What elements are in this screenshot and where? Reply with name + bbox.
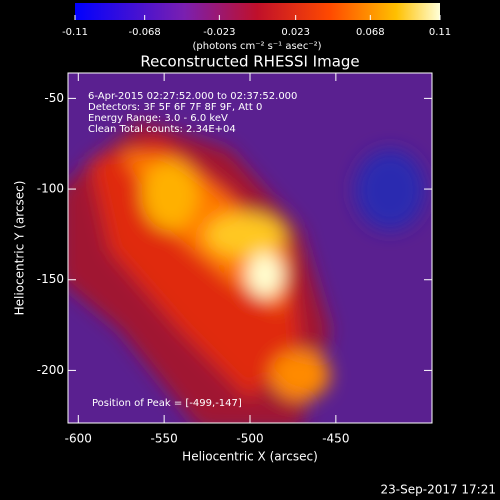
x-tick-label: -600 (65, 432, 92, 446)
y-tick-label: -100 (37, 182, 64, 196)
chart-title: Reconstructed RHESSI Image (140, 53, 359, 71)
x-tick-label: -450 (322, 432, 349, 446)
x-tick-label: -550 (151, 432, 178, 446)
colorbar-tick-label: -0.068 (129, 27, 161, 38)
y-tick-label: -200 (37, 363, 64, 377)
annotation: Clean Total counts: 2.34E+04 (88, 124, 236, 135)
y-tick-label: -50 (44, 91, 64, 105)
colorbar-tick-label: 0.068 (356, 27, 385, 38)
colorbar-tick-label: -0.023 (203, 27, 235, 38)
annotation: 6-Apr-2015 02:27:52.000 to 02:37:52.000 (88, 91, 297, 102)
y-tick-label: -150 (37, 272, 64, 286)
annotation: Detectors: 3F 5F 6F 7F 8F 9F, Att 0 (88, 102, 262, 113)
peak-label: Position of Peak = [-499,-147] (92, 398, 242, 409)
x-axis-label: Heliocentric X (arcsec) (182, 450, 318, 464)
heatmap-image (68, 73, 432, 423)
timestamp: 23-Sep-2017 17:21 (381, 483, 496, 497)
x-tick-label: -500 (236, 432, 263, 446)
colorbar-label: (photons cm⁻² s⁻¹ asec⁻²) (192, 41, 321, 52)
y-axis-label: Heliocentric Y (arcsec) (13, 181, 27, 316)
colorbar-tick-label: -0.11 (62, 27, 88, 38)
colorbar (75, 3, 440, 20)
colorbar-tick-label: 0.11 (429, 27, 451, 38)
colorbar-tick-label: 0.023 (281, 27, 310, 38)
annotation: Energy Range: 3.0 - 6.0 keV (88, 113, 228, 124)
